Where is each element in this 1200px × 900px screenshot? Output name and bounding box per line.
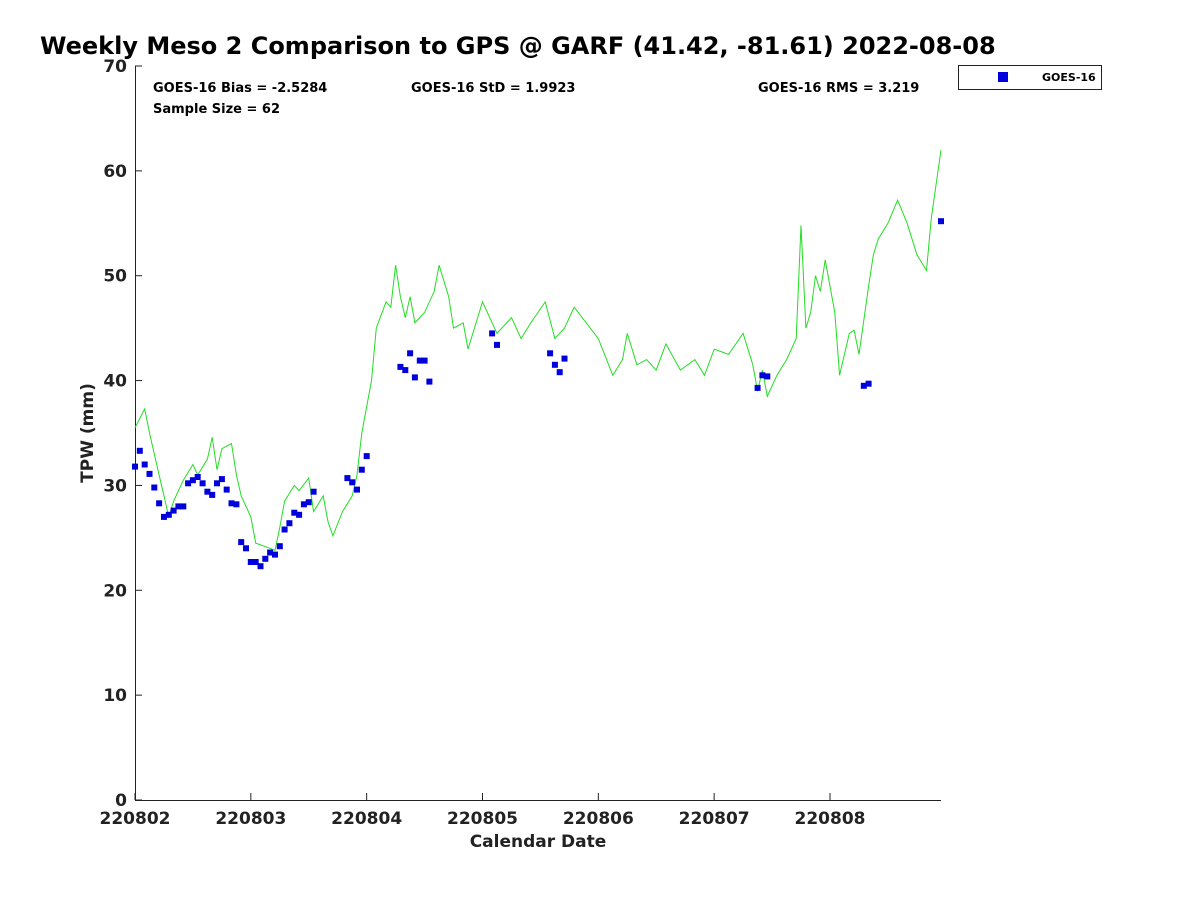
x-axis-label: Calendar Date <box>470 832 607 852</box>
goes16-point <box>411 374 418 381</box>
goes16-point <box>281 526 288 533</box>
goes16-point <box>199 480 206 487</box>
goes16-point <box>238 539 245 546</box>
legend-marker <box>998 72 1008 82</box>
goes16-point <box>194 474 201 480</box>
y-tick-label: 50 <box>103 267 127 287</box>
goes16-point <box>286 520 293 527</box>
goes16-point <box>426 378 433 385</box>
goes16-point <box>865 380 872 387</box>
goes16-point <box>218 476 225 483</box>
goes16-point <box>494 341 500 348</box>
goes16-point <box>363 453 370 460</box>
x-tick-label: 220807 <box>679 809 750 829</box>
gps-series-line <box>134 149 942 552</box>
x-axis-ticks: 220802 220803 220804 220805 220806 220807 2208… <box>100 793 866 829</box>
legend-box <box>958 65 1102 90</box>
std-annotation: GOES-16 StD = 1.9923 <box>411 81 575 96</box>
goes16-point <box>257 563 264 570</box>
goes16-point <box>156 500 163 507</box>
goes16-point <box>228 500 235 507</box>
goes16-point <box>764 373 771 380</box>
goes16-point <box>185 480 192 487</box>
y-axis-label: TPW (mm) <box>78 383 98 483</box>
legend: GOES-16 <box>958 65 1102 90</box>
sample-size-annotation: Sample Size = 62 <box>153 102 280 117</box>
goes16-point <box>189 477 196 484</box>
goes16-point <box>204 488 211 495</box>
rms-annotation: GOES-16 RMS = 3.219 <box>758 81 919 96</box>
y-tick-label: 30 <box>103 476 127 496</box>
goes16-point <box>233 501 240 508</box>
goes16-point <box>180 503 187 510</box>
y-tick-label: 0 <box>115 791 127 811</box>
x-tick-label: 220808 <box>795 809 866 829</box>
goes16-point <box>344 475 351 482</box>
goes16-point <box>243 545 249 552</box>
goes16-point <box>305 499 312 506</box>
gps-line <box>134 149 942 552</box>
goes16-point <box>247 559 254 565</box>
goes16-point <box>146 470 153 477</box>
goes16-point <box>170 507 177 514</box>
x-tick-label: 220804 <box>331 809 402 829</box>
goes16-point <box>300 501 307 508</box>
goes16-point <box>860 382 867 389</box>
legend-label-goes16: GOES-16 <box>1042 71 1096 84</box>
bias-annotation: GOES-16 Bias = -2.5284 <box>153 81 327 96</box>
y-tick-label: 40 <box>103 372 127 392</box>
x-tick-label: 220805 <box>447 809 518 829</box>
goes16-point <box>561 355 568 362</box>
goes16-point <box>151 484 158 491</box>
goes16-point <box>276 543 283 550</box>
y-tick-label: 60 <box>103 162 127 182</box>
goes16-point <box>547 350 554 357</box>
x-tick-label: 220806 <box>563 809 634 829</box>
goes16-point <box>223 486 230 493</box>
goes16-point <box>296 511 303 518</box>
x-tick-label: 220802 <box>100 809 171 829</box>
goes16-point <box>349 479 356 486</box>
goes16-point <box>161 513 167 520</box>
y-tick-label: 20 <box>103 581 127 601</box>
goes16-point <box>358 466 365 473</box>
goes16-point <box>938 218 944 225</box>
chart-title: Weekly Meso 2 Comparison to GPS @ GARF (… <box>40 32 996 60</box>
goes16-point <box>165 511 172 518</box>
goes16-point <box>416 357 423 364</box>
goes16-point <box>141 461 148 468</box>
goes16-point <box>132 463 138 470</box>
goes16-point <box>407 350 414 357</box>
goes16-point <box>354 486 360 493</box>
goes16-point <box>402 367 409 374</box>
goes16-point <box>421 357 428 364</box>
goes16-point <box>272 551 278 558</box>
goes16-point <box>267 549 274 556</box>
goes16-point <box>556 369 563 376</box>
goes16-point <box>262 555 269 562</box>
goes16-point <box>310 488 317 495</box>
goes16-point <box>754 384 761 391</box>
goes16-point <box>551 361 558 368</box>
y-tick-label: 10 <box>103 686 127 706</box>
goes16-series-points <box>132 218 944 570</box>
goes16-point <box>291 509 298 516</box>
y-tick-label: 70 <box>103 57 127 77</box>
goes16-point <box>136 447 143 454</box>
x-tick-label: 220803 <box>215 809 286 829</box>
goes16-point <box>252 559 259 565</box>
goes16-point <box>175 503 182 510</box>
goes16-point <box>214 480 220 487</box>
goes16-point <box>397 363 404 370</box>
goes16-point <box>209 491 216 498</box>
goes16-point <box>489 330 496 337</box>
y-axis-ticks: 0 10 20 30 40 50 60 70 <box>103 57 142 811</box>
goes16-point <box>759 372 766 379</box>
